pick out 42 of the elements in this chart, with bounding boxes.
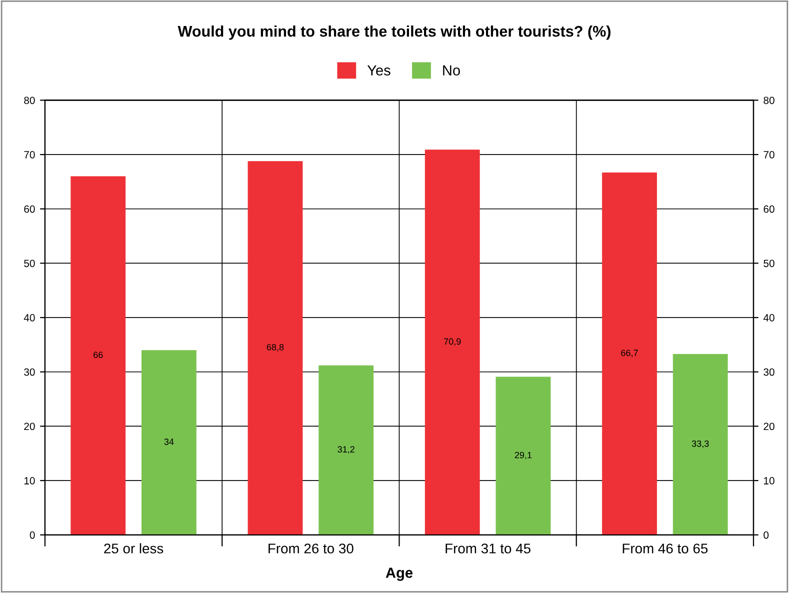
data-label: 31,2 xyxy=(338,446,354,454)
bar xyxy=(70,176,126,535)
data-label: 68,8 xyxy=(266,344,284,352)
legend-label: No xyxy=(443,65,460,76)
bar xyxy=(424,150,480,535)
x-tick-label: From 31 to 45 xyxy=(446,544,530,554)
y2-tick-label: 40 xyxy=(763,314,774,322)
y2-tick-label: 10 xyxy=(764,477,774,484)
data-label: 34 xyxy=(164,438,174,445)
data-label: 29,1 xyxy=(514,452,532,460)
legend-label: Yes xyxy=(367,65,390,76)
y-tick-label: 50 xyxy=(24,260,35,268)
data-label: 33,3 xyxy=(692,440,709,448)
y-tick-label: 20 xyxy=(24,422,35,430)
bar xyxy=(672,354,728,535)
y-tick-label: 60 xyxy=(24,205,35,213)
y-tick-label: 10 xyxy=(24,477,35,484)
y2-tick-label: 50 xyxy=(764,260,774,268)
y2-tick-label: 30 xyxy=(764,368,774,376)
data-label: 70,9 xyxy=(444,338,461,346)
y-tick-label: 80 xyxy=(24,96,35,104)
bar xyxy=(496,376,551,535)
chart-title: Would you mind to share the toilets with other tourists? (%) xyxy=(178,25,610,40)
x-tick-label: From 46 to 65 xyxy=(622,544,708,554)
x-tick-label: 25 or less xyxy=(104,543,164,554)
x-axis-title: Age xyxy=(386,568,413,581)
bar xyxy=(602,172,657,535)
y-tick-label: 70 xyxy=(24,151,35,158)
data-label: 66,7 xyxy=(621,350,638,358)
bar xyxy=(142,350,196,535)
bar xyxy=(248,161,303,535)
x-tick-label: From 26 to 30 xyxy=(268,544,354,554)
y2-tick-label: 80 xyxy=(764,96,774,104)
y-tick-label: 40 xyxy=(24,314,35,322)
y2-tick-label: 70 xyxy=(764,151,774,158)
y2-tick-label: 0 xyxy=(764,531,769,539)
y-tick-label: 0 xyxy=(30,531,35,539)
y-tick-label: 30 xyxy=(24,368,35,376)
y2-tick-label: 60 xyxy=(764,205,774,213)
bar xyxy=(318,365,374,535)
data-label: 66 xyxy=(94,352,103,358)
y2-tick-label: 20 xyxy=(764,422,774,430)
